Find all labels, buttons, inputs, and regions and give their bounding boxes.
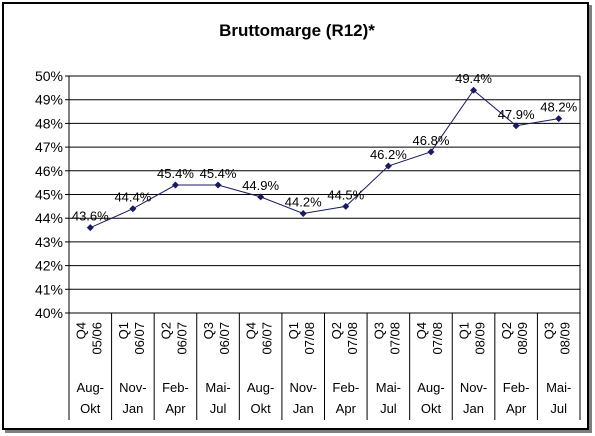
x-tick-label-quarter: Q2 [158,322,173,339]
data-label: 49.4% [455,71,492,86]
x-tick-label-period: Jan [122,401,143,416]
data-point [257,193,265,201]
x-tick-label-year: 08/09 [515,322,530,355]
x-tick-label-period: Jan [293,401,314,416]
x-tick-label-period: Feb- [332,380,359,395]
data-label: 44.5% [327,187,364,202]
y-tick-label: 45% [35,187,63,203]
x-tick-label-year: 07/08 [430,322,445,355]
x-tick-label-period: Okt [80,401,101,416]
data-labels: 43.6% 44.4% 45.4% 45.4% 44.9% 44.2% 44.5% 46.2%… [72,71,578,223]
x-tick-label-period: Jul [380,401,397,416]
x-tick-label-quarter: Q1 [286,322,301,339]
data-label: 45.4% [200,166,237,181]
x-tick-label-year: 05/06 [89,322,104,355]
data-point [171,181,179,189]
x-tick-label-period: Aug- [77,380,104,395]
y-tick-label: 40% [35,305,63,321]
x-tick-label-quarter: Q3 [371,322,386,339]
x-tick-label-quarter: Q2 [329,322,344,339]
y-tick-label: 41% [35,281,63,297]
x-tick-label-period: Feb- [162,380,189,395]
x-tick-label-period: Mai- [205,380,230,395]
x-tick-label-year: 06/07 [217,322,232,355]
y-tick-label: 43% [35,234,63,250]
x-tick-label-quarter: Q2 [499,322,514,339]
x-tick-label-period: Nov- [119,380,146,395]
x-tick-label-quarter: Q4 [73,322,88,339]
x-tick-label-year: 07/08 [387,322,402,355]
chart-frame [2,2,589,430]
x-tick-label-period: Apr [336,401,357,416]
x-tick-label-period: Apr [506,401,527,416]
data-label: 47.9% [498,107,535,122]
x-tick-label-period: Jul [550,401,567,416]
data-point [342,202,350,210]
data-point [299,209,307,217]
x-tick-label-period: Jul [210,401,227,416]
x-tick-label-year: 08/09 [473,322,488,355]
data-point [129,205,137,213]
data-label: 43.6% [72,209,109,224]
x-tick-label-year: 06/07 [132,322,147,355]
data-label: 44.2% [285,194,322,209]
y-tick-label: 47% [35,139,63,155]
x-tick-label-quarter: Q1 [116,322,131,339]
y-tick-label: 48% [35,115,63,131]
data-point [214,181,222,189]
data-label: 46.8% [413,133,450,148]
x-tick-label-year: 06/07 [174,322,189,355]
data-point [470,86,478,94]
x-tick-label-quarter: Q4 [414,322,429,339]
data-label: 44.9% [242,178,279,193]
data-label: 48.2% [540,100,577,115]
y-tick-label: 50% [35,68,63,84]
x-tick-label-year: 07/08 [345,322,360,355]
x-tick-label-quarter: Q1 [457,322,472,339]
series-line-path [90,89,559,229]
x-tick-label-year: 06/07 [260,322,275,355]
x-tick-label-year: 08/09 [558,322,573,355]
data-label: 46.2% [370,147,407,162]
y-axis-ticks: 40% 41% 42% 43% 44% 45% 46% 47% 48% 49% 50% [35,68,69,321]
x-tick-label-period: Feb- [503,380,530,395]
x-tick-label-period: Okt [421,401,442,416]
y-tick-label: 42% [35,258,63,274]
x-tick-label-period: Aug- [247,380,274,395]
series-line [86,86,563,232]
x-tick-label-period: Apr [165,401,186,416]
x-tick-label-period: Nov- [460,380,487,395]
x-tick-label-quarter: Q4 [244,322,259,339]
data-point [512,122,520,130]
x-tick-label-period: Nov- [289,380,316,395]
data-point [555,115,563,123]
chart-title: Bruttomarge (R12)* [219,21,375,40]
x-tick-label-quarter: Q3 [201,322,216,339]
x-tick-label-period: Aug- [417,380,444,395]
y-tick-label: 46% [35,163,63,179]
data-point [86,224,94,232]
x-tick-label-year: 07/08 [302,322,317,355]
data-point [427,148,435,156]
x-tick-label-quarter: Q3 [542,322,557,339]
y-tick-label: 44% [35,210,63,226]
x-tick-label-period: Okt [251,401,272,416]
data-label: 45.4% [157,166,194,181]
y-tick-label: 49% [35,92,63,108]
x-tick-label-period: Jan [463,401,484,416]
x-tick-label-period: Mai- [376,380,401,395]
x-tick-label-period: Mai- [546,380,571,395]
data-label: 44.4% [114,190,151,205]
data-point [384,162,392,170]
